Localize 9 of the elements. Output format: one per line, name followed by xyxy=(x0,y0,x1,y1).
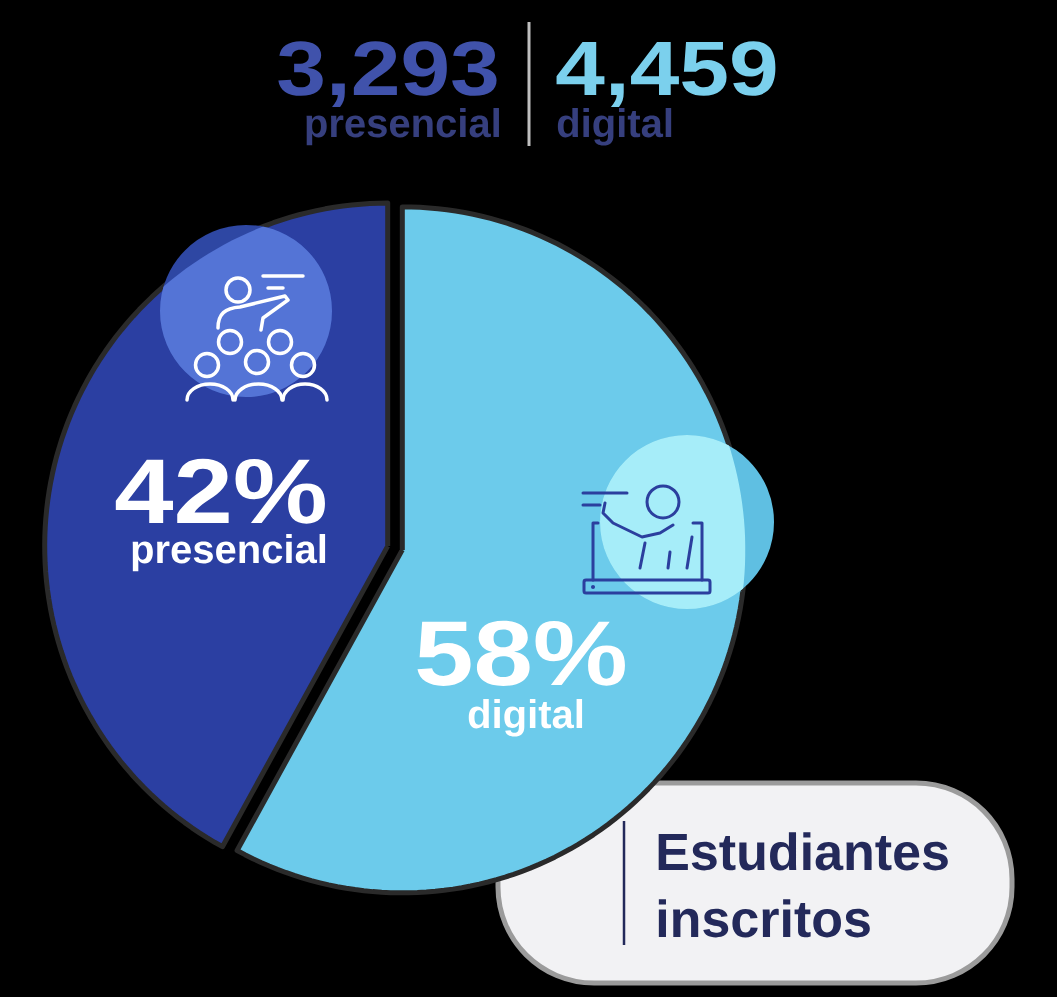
text: Estudiantes inscritos xyxy=(658,832,948,938)
slice-label: digital xyxy=(557,108,672,146)
data-label: 58% xyxy=(417,620,625,686)
slice-label: presencial xyxy=(306,108,499,146)
slice-label: presencial xyxy=(132,534,326,572)
text: 4,459 xyxy=(556,41,776,107)
data-label: 42% xyxy=(115,458,325,524)
text: 3,293 xyxy=(278,41,497,107)
slice-label: digital xyxy=(468,699,583,737)
